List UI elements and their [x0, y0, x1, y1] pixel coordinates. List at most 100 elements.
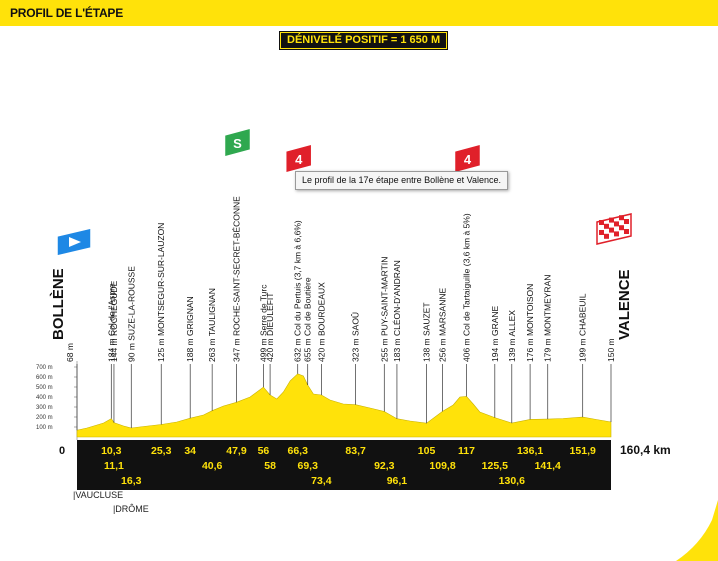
- y-tick-label: 700 m: [36, 365, 53, 371]
- waypoint-label: 655 m Col de Boutière: [303, 277, 313, 362]
- km-label: 56: [258, 445, 270, 457]
- sprint-marker-icon: S: [223, 127, 252, 158]
- waypoint-label: 420 m DIEULEFIT: [265, 293, 275, 362]
- start-town: BOLLÈNE: [50, 268, 67, 340]
- waypoint-label: 199 m CHABEUIL: [578, 293, 588, 362]
- finish-check: [614, 221, 619, 227]
- km-label: 92,3: [374, 460, 395, 472]
- km-label: 69,3: [297, 460, 318, 472]
- start-altitude: 68 m: [65, 343, 75, 362]
- waypoint-label: 256 m MARSANNE: [438, 288, 448, 362]
- climb-marker-icon: 4: [453, 143, 482, 174]
- km-label: 130,6: [499, 475, 525, 487]
- finish-check: [619, 225, 624, 231]
- y-tick-label: 600 m: [36, 375, 53, 381]
- km-label: 73,4: [311, 475, 332, 487]
- elevation-gain-badge: DÉNIVELÉ POSITIF = 1 650 M: [278, 31, 449, 50]
- km-label: 141,4: [535, 460, 561, 472]
- waypoint-label: 184 m Col de l'Aspre: [106, 283, 116, 362]
- y-tick-label: 200 m: [36, 415, 53, 421]
- waypoint-label: 263 m TAULIGNAN: [207, 288, 217, 362]
- marker-shape: [453, 143, 482, 174]
- department-labels: |VAUCLUSE |DRÔME: [73, 490, 149, 514]
- finish-check: [604, 223, 609, 229]
- km-label: 83,7: [345, 445, 366, 457]
- y-tick-label: 100 m: [36, 425, 53, 431]
- km-label: 25,3: [151, 445, 172, 457]
- y-axis: 700 m 600 m 500 m 400 m 300 m 200 m 100 m: [36, 365, 77, 431]
- climb-markers: S 4 4: [223, 127, 482, 174]
- waypoint-label: 255 m PUY-SAINT-MARTIN: [379, 257, 389, 362]
- page-title: PROFIL DE L'ÉTAPE: [10, 6, 124, 20]
- km-label: 96,1: [387, 475, 408, 487]
- total-distance: 160,4 km: [620, 443, 671, 457]
- km-label: 11,1: [104, 460, 124, 472]
- km-label: 117: [458, 445, 475, 457]
- finish-town: VALENCE: [616, 269, 633, 340]
- waypoint-label: 632 m Col du Pertuis (3,7 km à 6,6%): [293, 220, 303, 362]
- km-label: 109,8: [429, 460, 455, 472]
- waypoint-label: 499 m Serre de Turc: [258, 284, 268, 362]
- profile-fill: [76, 373, 612, 438]
- km-label: 47,9: [226, 445, 247, 457]
- km-label: 58: [264, 460, 276, 472]
- waypoint-label: 183 m CLÉON-D'ANDRAN: [392, 260, 402, 362]
- km-band: [77, 440, 611, 490]
- start-km-label: 0: [59, 445, 65, 457]
- waypoint-label: 347 m ROCHE-SAINT-SECRET-BÉCONNE: [232, 196, 242, 362]
- km-label: 66,3: [288, 445, 309, 457]
- waypoint-label: 138 m SAUZET: [422, 302, 432, 362]
- marker-shape: [284, 143, 313, 174]
- finish-check: [619, 215, 624, 221]
- waypoint-label: 144 m ROCHEGUDE: [109, 280, 119, 362]
- km-label: 136,1: [517, 445, 543, 457]
- marker-label: 4: [464, 152, 472, 167]
- finish-check: [599, 230, 604, 235]
- finish-flag-icon: [596, 213, 632, 245]
- waypoint-lines: [76, 364, 612, 431]
- km-label: 105: [418, 445, 436, 457]
- waypoint-label: 194 m GRANE: [490, 305, 500, 362]
- km-label: 10,3: [101, 445, 122, 457]
- finish-check: [624, 229, 629, 234]
- km-label: 125,5: [482, 460, 508, 472]
- waypoint-label: 139 m ALLEX: [507, 310, 517, 362]
- tooltip: Le profil de la 17e étape entre Bollène …: [295, 171, 508, 190]
- y-tick-label: 400 m: [36, 395, 53, 401]
- marker-label: 4: [295, 152, 303, 167]
- waypoint-label: 125 m MONTSEGUR-SUR-LAUZON: [156, 223, 166, 362]
- finish-check: [599, 220, 604, 225]
- climb-marker-icon: 4: [284, 143, 313, 174]
- marker-label: S: [233, 136, 242, 151]
- waypoint-label: 90 m SUZE-LA-ROUSSE: [126, 266, 136, 362]
- profile-area: [76, 373, 612, 438]
- header-bar: PROFIL DE L'ÉTAPE: [0, 0, 718, 26]
- finish-check: [609, 227, 614, 233]
- department-label: |VAUCLUSE: [73, 490, 123, 500]
- km-label: 151,9: [570, 445, 596, 457]
- km-label: 16,3: [121, 475, 142, 487]
- waypoint-label: 176 m MONTOISON: [525, 284, 535, 362]
- finish-check: [604, 233, 609, 239]
- corner-accent: [676, 500, 718, 561]
- y-tick-label: 300 m: [36, 405, 53, 411]
- waypoint-label: 420 m BOURDEAUX: [316, 282, 326, 362]
- waypoint-label: 323 m SAOÛ: [351, 312, 361, 362]
- waypoint-label: 179 m MONTMEYRAN: [543, 275, 553, 362]
- waypoint-label: 406 m Col de Tartaiguille (3,6 km à 5%): [462, 213, 472, 362]
- finish-altitude: 150 m: [606, 338, 616, 362]
- km-label: 34: [184, 445, 196, 457]
- y-tick-label: 500 m: [36, 385, 53, 391]
- start-flag-icon: [56, 227, 92, 257]
- start-flag-arrow: [69, 237, 81, 247]
- finish-check: [624, 219, 629, 224]
- waypoint-label: 188 m GRIGNAN: [185, 296, 195, 362]
- department-label: |DRÔME: [113, 504, 149, 514]
- finish-check: [614, 231, 619, 237]
- km-label: 40,6: [202, 460, 223, 472]
